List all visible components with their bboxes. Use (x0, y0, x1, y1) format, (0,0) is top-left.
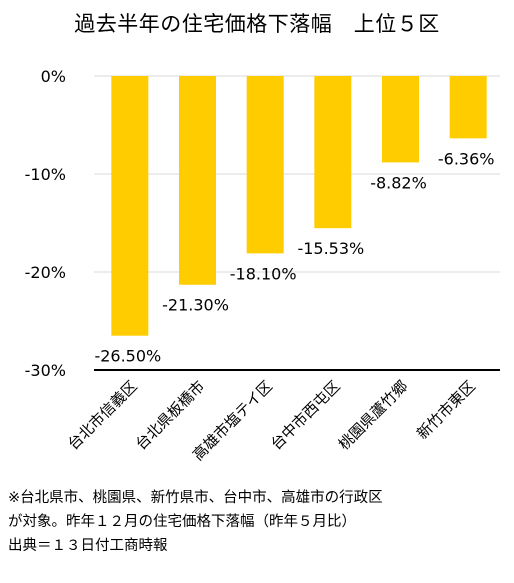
y-tick-labels: 0% -10% -20% -30% (25, 67, 66, 380)
bars (111, 76, 487, 336)
bar (111, 76, 149, 336)
x-tick-label: 台北市信義区 (64, 377, 140, 453)
chart-title: 過去半年の住宅価格下落幅 上位５区 (74, 12, 440, 36)
y-tick-label: 0% (41, 67, 66, 86)
x-tick-label: 台北県板橋市 (132, 377, 208, 453)
footnote: ※台北県市、桃園県、新竹県市、台中市、高雄市の行政区 が対象。昨年１２月の住宅価… (8, 486, 508, 558)
y-tick-label: -10% (25, 165, 66, 184)
data-label: -18.10% (230, 264, 297, 283)
footnote-line-2: が対象。昨年１２月の住宅価格下落幅（昨年５月比） (8, 514, 356, 530)
x-tick-label: 台中市西屯区 (267, 377, 343, 453)
y-tick-label: -30% (25, 361, 66, 380)
bar (382, 76, 419, 163)
bar (246, 76, 284, 254)
x-tick-label: 桃園県蘆竹郷 (335, 377, 411, 453)
gridlines (94, 75, 500, 273)
data-label: -21.30% (162, 296, 229, 315)
data-labels: -26.50% -21.30%-18.10%-15.53% -8.82% -6.36% (94, 149, 494, 365)
x-tick-label: 新竹市東区 (413, 377, 479, 443)
bar (179, 76, 216, 285)
data-label: -15.53% (297, 239, 364, 258)
data-label: -6.36% (438, 149, 495, 168)
footnote-line-3: 出典＝１３日付工商時報 (8, 538, 168, 554)
bar (449, 76, 487, 139)
data-label: -8.82% (370, 173, 427, 192)
footnote-line-1: ※台北県市、桃園県、新竹県市、台中市、高雄市の行政区 (8, 490, 383, 506)
y-tick-label: -20% (25, 263, 66, 282)
data-label: -26.50% (94, 347, 161, 366)
bar (314, 76, 352, 229)
